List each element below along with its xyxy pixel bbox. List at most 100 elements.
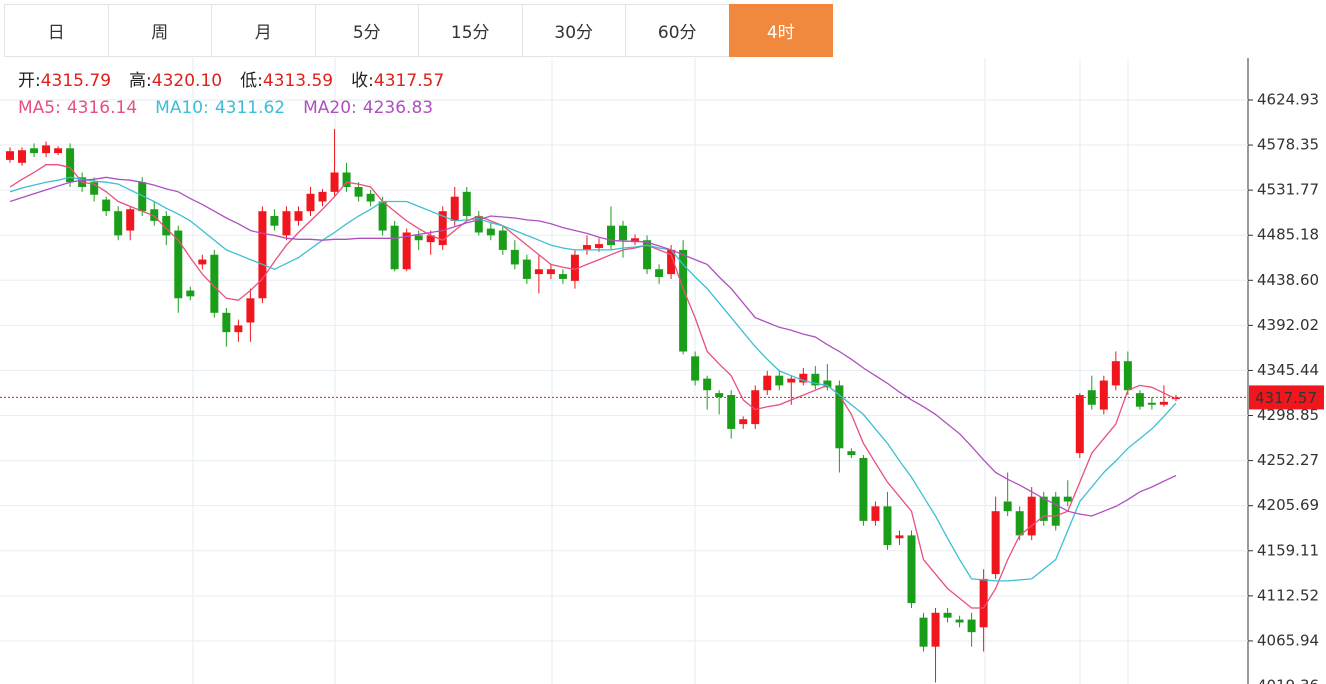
candle-body [763, 375, 772, 391]
candle-body [582, 245, 591, 250]
candle-body [498, 230, 507, 250]
candle-body [174, 230, 183, 299]
legend-label: MA20: [303, 98, 357, 118]
y-tick-label: 4485.18 [1257, 226, 1319, 244]
candle-body [222, 312, 231, 333]
ohlc-value: 4320.10 [152, 71, 222, 91]
candle-body [6, 151, 14, 160]
candle-body [907, 535, 916, 604]
candle-body [390, 225, 399, 270]
y-tick-label: 4252.27 [1257, 451, 1319, 469]
candle-body [558, 274, 567, 279]
period-tab[interactable]: 60分 [625, 4, 730, 57]
candle-body [270, 216, 279, 226]
candle-body [835, 385, 844, 449]
candle-body [955, 619, 964, 623]
period-tab[interactable]: 周 [107, 4, 212, 57]
y-tick-label: 4392.02 [1257, 316, 1319, 334]
candle-body [210, 254, 219, 313]
candle-body [486, 228, 495, 236]
candle-body [799, 373, 808, 383]
candle-body [739, 419, 748, 425]
period-tab[interactable]: 5分 [314, 4, 419, 57]
candle-body [54, 148, 63, 154]
candle-body [414, 235, 423, 241]
candle-body [246, 298, 255, 323]
candle-body [462, 191, 471, 217]
candle-body [342, 172, 351, 187]
ohlc-value: 4315.79 [41, 71, 111, 91]
candle-body [1075, 395, 1084, 454]
candle-body [943, 612, 952, 618]
candle-body [522, 259, 531, 279]
candle-body [294, 211, 303, 221]
candle-body [438, 211, 447, 246]
period-tab[interactable]: 30分 [521, 4, 626, 57]
y-tick-label: 4019.36 [1257, 677, 1319, 684]
candle-body [318, 191, 327, 202]
candle-body [126, 209, 135, 231]
candle-body [643, 240, 652, 270]
legend-label: MA5: [18, 98, 61, 118]
candle-body [895, 535, 904, 539]
candle-body [919, 617, 928, 647]
period-tabs: 日周月 5分 15分 30分 60分 4时 [4, 4, 833, 57]
candle-body [667, 249, 676, 275]
candle-body [811, 373, 820, 386]
candle-body [1111, 361, 1120, 386]
candle-body [162, 216, 171, 236]
ma-line [9, 176, 1177, 517]
candle-body [883, 506, 892, 546]
candle-body [258, 211, 267, 299]
ohlc-label: 高: [129, 71, 152, 91]
candle-body [306, 193, 315, 212]
candle-body [402, 232, 411, 270]
candle-body [775, 375, 784, 386]
candle-body [1051, 496, 1060, 526]
candle-body [150, 209, 159, 221]
candle-body [546, 269, 555, 275]
y-tick-label: 4298.85 [1257, 406, 1319, 424]
candle-body [186, 290, 195, 297]
candle-body [1087, 390, 1096, 405]
candle-body [691, 356, 700, 381]
period-tab[interactable]: 15分 [418, 4, 523, 57]
legend-value: 4236.83 [363, 98, 433, 118]
candle-body [330, 172, 339, 192]
candle-body [102, 199, 111, 212]
candle-body [823, 380, 832, 388]
candle-body [1099, 380, 1108, 410]
candle-body [1039, 496, 1048, 521]
candle-body [619, 225, 628, 241]
period-tab[interactable]: 日 [4, 4, 109, 57]
candle-body [751, 390, 760, 425]
candle-body [570, 254, 579, 281]
candle-body [450, 196, 459, 221]
vertical-grid [192, 58, 1129, 684]
candle-body [30, 148, 39, 154]
candle-body [679, 249, 688, 352]
legend-label: MA10: [155, 98, 209, 118]
legend-value: 4311.62 [215, 98, 285, 118]
candle-body [426, 235, 435, 243]
candle-body [871, 506, 880, 521]
y-tick-label: 4438.60 [1257, 271, 1319, 289]
candle-body [114, 211, 123, 236]
period-tab[interactable]: 4时 [728, 4, 833, 57]
candle-body [1159, 401, 1168, 405]
ohlc-value: 4317.57 [374, 71, 444, 91]
y-tick-label: 4345.44 [1257, 361, 1319, 379]
candle-body [787, 378, 796, 383]
ohlc-label: 开: [18, 71, 41, 91]
last-price-tag [1249, 385, 1324, 410]
candle-body [198, 259, 207, 265]
period-tab[interactable]: 月 [211, 4, 316, 57]
y-tick-label: 4065.94 [1257, 631, 1319, 649]
candle-body [847, 451, 856, 456]
candle-body [631, 238, 640, 243]
candle-body [90, 182, 99, 195]
last-price-label: 4317.57 [1255, 389, 1317, 407]
candle-body [979, 578, 988, 628]
candle-body [534, 269, 543, 275]
ma-line [9, 176, 1177, 582]
